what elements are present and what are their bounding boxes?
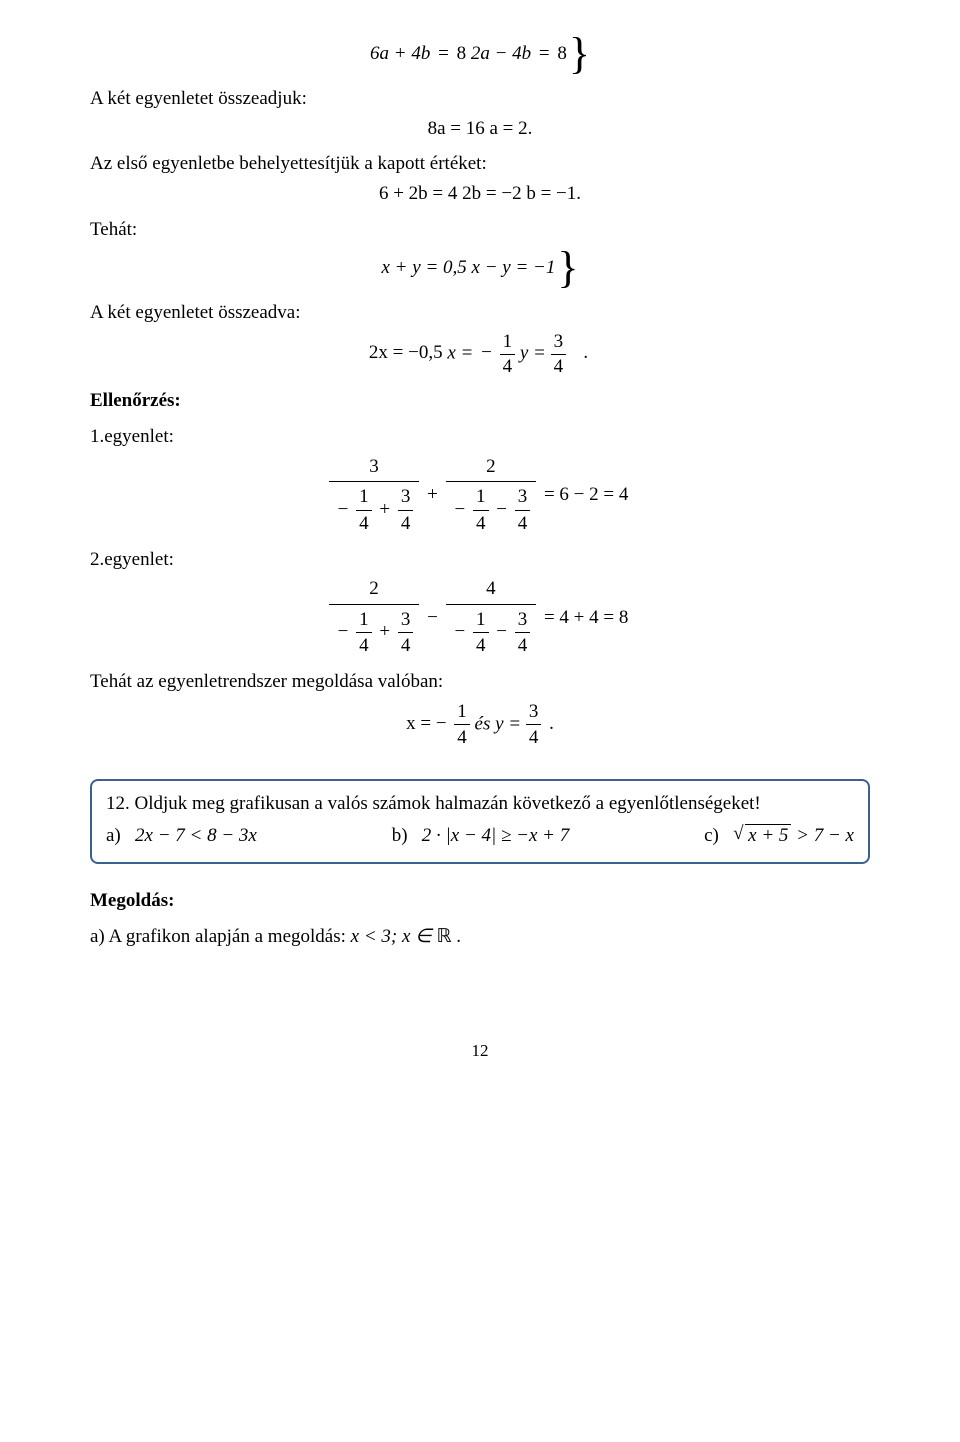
eq2-label: 2.egyenlet: [90, 547, 870, 573]
part-a-expr: 2x − 7 < 8 − 3x [135, 823, 257, 849]
frac-den: 4 [454, 724, 470, 751]
frac-3-4: 3 4 [551, 330, 567, 379]
minus-sign: − [478, 342, 495, 363]
frac-den: 4 [526, 724, 542, 751]
period-text: . [571, 342, 591, 363]
frac-den: 4 [551, 354, 567, 379]
frac-den: 4 [356, 632, 372, 659]
check1-termA: 3 − 14 + 34 [329, 454, 420, 537]
check2-termA-top: 2 [329, 576, 420, 604]
step-xy-l2-lhs: x = [447, 342, 473, 363]
check2-termB-top: 4 [446, 576, 537, 604]
problem-part-a: a) 2x − 7 < 8 − 3x [106, 823, 257, 849]
system-1: 6a + 4b = 8 2a − 4b = 8 } [90, 32, 870, 76]
sys1-line2-rhs: 8 [557, 43, 567, 64]
step-a: 8a = 16 a = 2. [90, 116, 870, 142]
sys2-line1: x + y = 0,5 [382, 257, 467, 278]
frac-num: 1 [356, 607, 372, 633]
frac-1-4: 1 4 [500, 330, 516, 379]
step-b-l2: 2b = −2 [462, 183, 521, 204]
problem-parts-row: a) 2x − 7 < 8 − 3x b) 2 · |x − 4| ≥ −x +… [106, 823, 854, 849]
step-a-l1: 8a = 16 [428, 118, 485, 139]
real-set-symbol: ℝ [436, 926, 451, 947]
step-xy: 2x = −0,5 x = − 1 4 y = 3 4 . [90, 330, 870, 379]
problem-number: 12. [106, 793, 130, 814]
problem-part-c: c) x + 5 > 7 − x [704, 823, 854, 849]
frac-num: 3 [398, 484, 414, 510]
frac-den: 4 [473, 510, 489, 537]
megoldas-heading: Megoldás: [90, 888, 870, 914]
frac-den: 4 [500, 354, 516, 379]
frac-num: 3 [515, 607, 531, 633]
sys1-line1-rhs: 8 [457, 43, 467, 64]
sqrt-icon: x + 5 [733, 823, 791, 849]
step-b: 6 + 2b = 4 2b = −2 b = −1. [90, 181, 870, 207]
sys2-line2: x − y = −1 [472, 257, 556, 278]
sys1-line2-lhs: 2a − 4b [471, 43, 531, 64]
frac-den: 4 [398, 632, 414, 659]
frac-den: 4 [473, 632, 489, 659]
step-b-l1: 6 + 2b = 4 [379, 183, 457, 204]
part-a-label: a) [106, 825, 121, 846]
frac-num: 3 [515, 484, 531, 510]
check2-termB: 4 − 14 − 34 [446, 576, 537, 659]
solution-a-end: . [456, 926, 461, 947]
final-solution: x = − 14 és y = 34 . [90, 699, 870, 751]
part-b-expr: 2 · |x − 4| ≥ −x + 7 [422, 823, 569, 849]
frac-den: 4 [515, 632, 531, 659]
frac-num: 1 [500, 330, 516, 354]
check-eq1: 3 − 14 + 34 + 2 − 14 − 34 = 6 − 2 = 4 [90, 454, 870, 537]
step-xy-l3-lhs: y = [520, 342, 546, 363]
eq-sign: = [536, 43, 557, 64]
frac-num: 3 [398, 607, 414, 633]
therefore-solution: Tehát az egyenletrendszer megoldása való… [90, 669, 870, 695]
check1-termB-top: 2 [446, 454, 537, 482]
eq-sign: = [435, 43, 456, 64]
brace-right-icon: } [555, 246, 578, 290]
check-heading: Ellenőrzés: [90, 388, 870, 414]
frac-den: 4 [398, 510, 414, 537]
problem-part-b: b) 2 · |x − 4| ≥ −x + 7 [392, 823, 570, 849]
text-first-subst: Az első egyenletbe behelyettesítjük a ka… [90, 151, 870, 177]
step-a-l2: a = 2. [490, 118, 533, 139]
text-tehat: Tehát: [90, 217, 870, 243]
final-mid: és y = [475, 713, 522, 734]
check1-termA-top: 3 [329, 454, 420, 482]
frac-num: 1 [454, 699, 470, 725]
problem-box: 12. Oldjuk meg grafikusan a valós számok… [90, 779, 870, 864]
part-b-label: b) [392, 825, 408, 846]
solution-a-line: a) A grafikon alapján a megoldás: x < 3;… [90, 924, 870, 950]
text-add-two-eq-2: A két egyenletet összeadva: [90, 300, 870, 326]
frac-num: 3 [526, 699, 542, 725]
frac-num: 1 [473, 484, 489, 510]
part-c-label: c) [704, 825, 719, 846]
check2-termA: 2 − 14 + 34 [329, 576, 420, 659]
problem-statement: Oldjuk meg grafikusan a valós számok hal… [135, 793, 761, 814]
frac-num: 1 [473, 607, 489, 633]
brace-right-icon: } [567, 32, 590, 76]
frac-num: 3 [551, 330, 567, 354]
frac-den: 4 [356, 510, 372, 537]
step-b-l3: b = −1. [526, 183, 581, 204]
check1-termB: 2 − 14 − 34 [446, 454, 537, 537]
check-eq2: 2 − 14 + 34 − 4 − 14 − 34 = 4 + 4 = 8 [90, 576, 870, 659]
system-2: x + y = 0,5 x − y = −1 } [90, 246, 870, 290]
step-xy-l1: 2x = −0,5 [369, 342, 443, 363]
text-add-two-eq: A két egyenletet összeadjuk: [90, 86, 870, 112]
sys1-line1-lhs: 6a + 4b [370, 43, 430, 64]
solution-a-prefix: a) A grafikon alapján a megoldás: [90, 926, 351, 947]
part-c-radicand: x + 5 [745, 824, 791, 846]
solution-a-cond: x < 3; x ∈ [351, 924, 432, 950]
frac-den: 4 [515, 510, 531, 537]
frac-num: 1 [356, 484, 372, 510]
check1-rhs: = 6 − 2 = 4 [541, 482, 631, 508]
problem-statement-line: 12. Oldjuk meg grafikusan a valós számok… [106, 791, 854, 817]
page-number: 12 [90, 1040, 870, 1063]
part-c-tail: > 7 − x [796, 825, 854, 846]
eq1-label: 1.egyenlet: [90, 424, 870, 450]
check2-rhs: = 4 + 4 = 8 [541, 605, 631, 631]
